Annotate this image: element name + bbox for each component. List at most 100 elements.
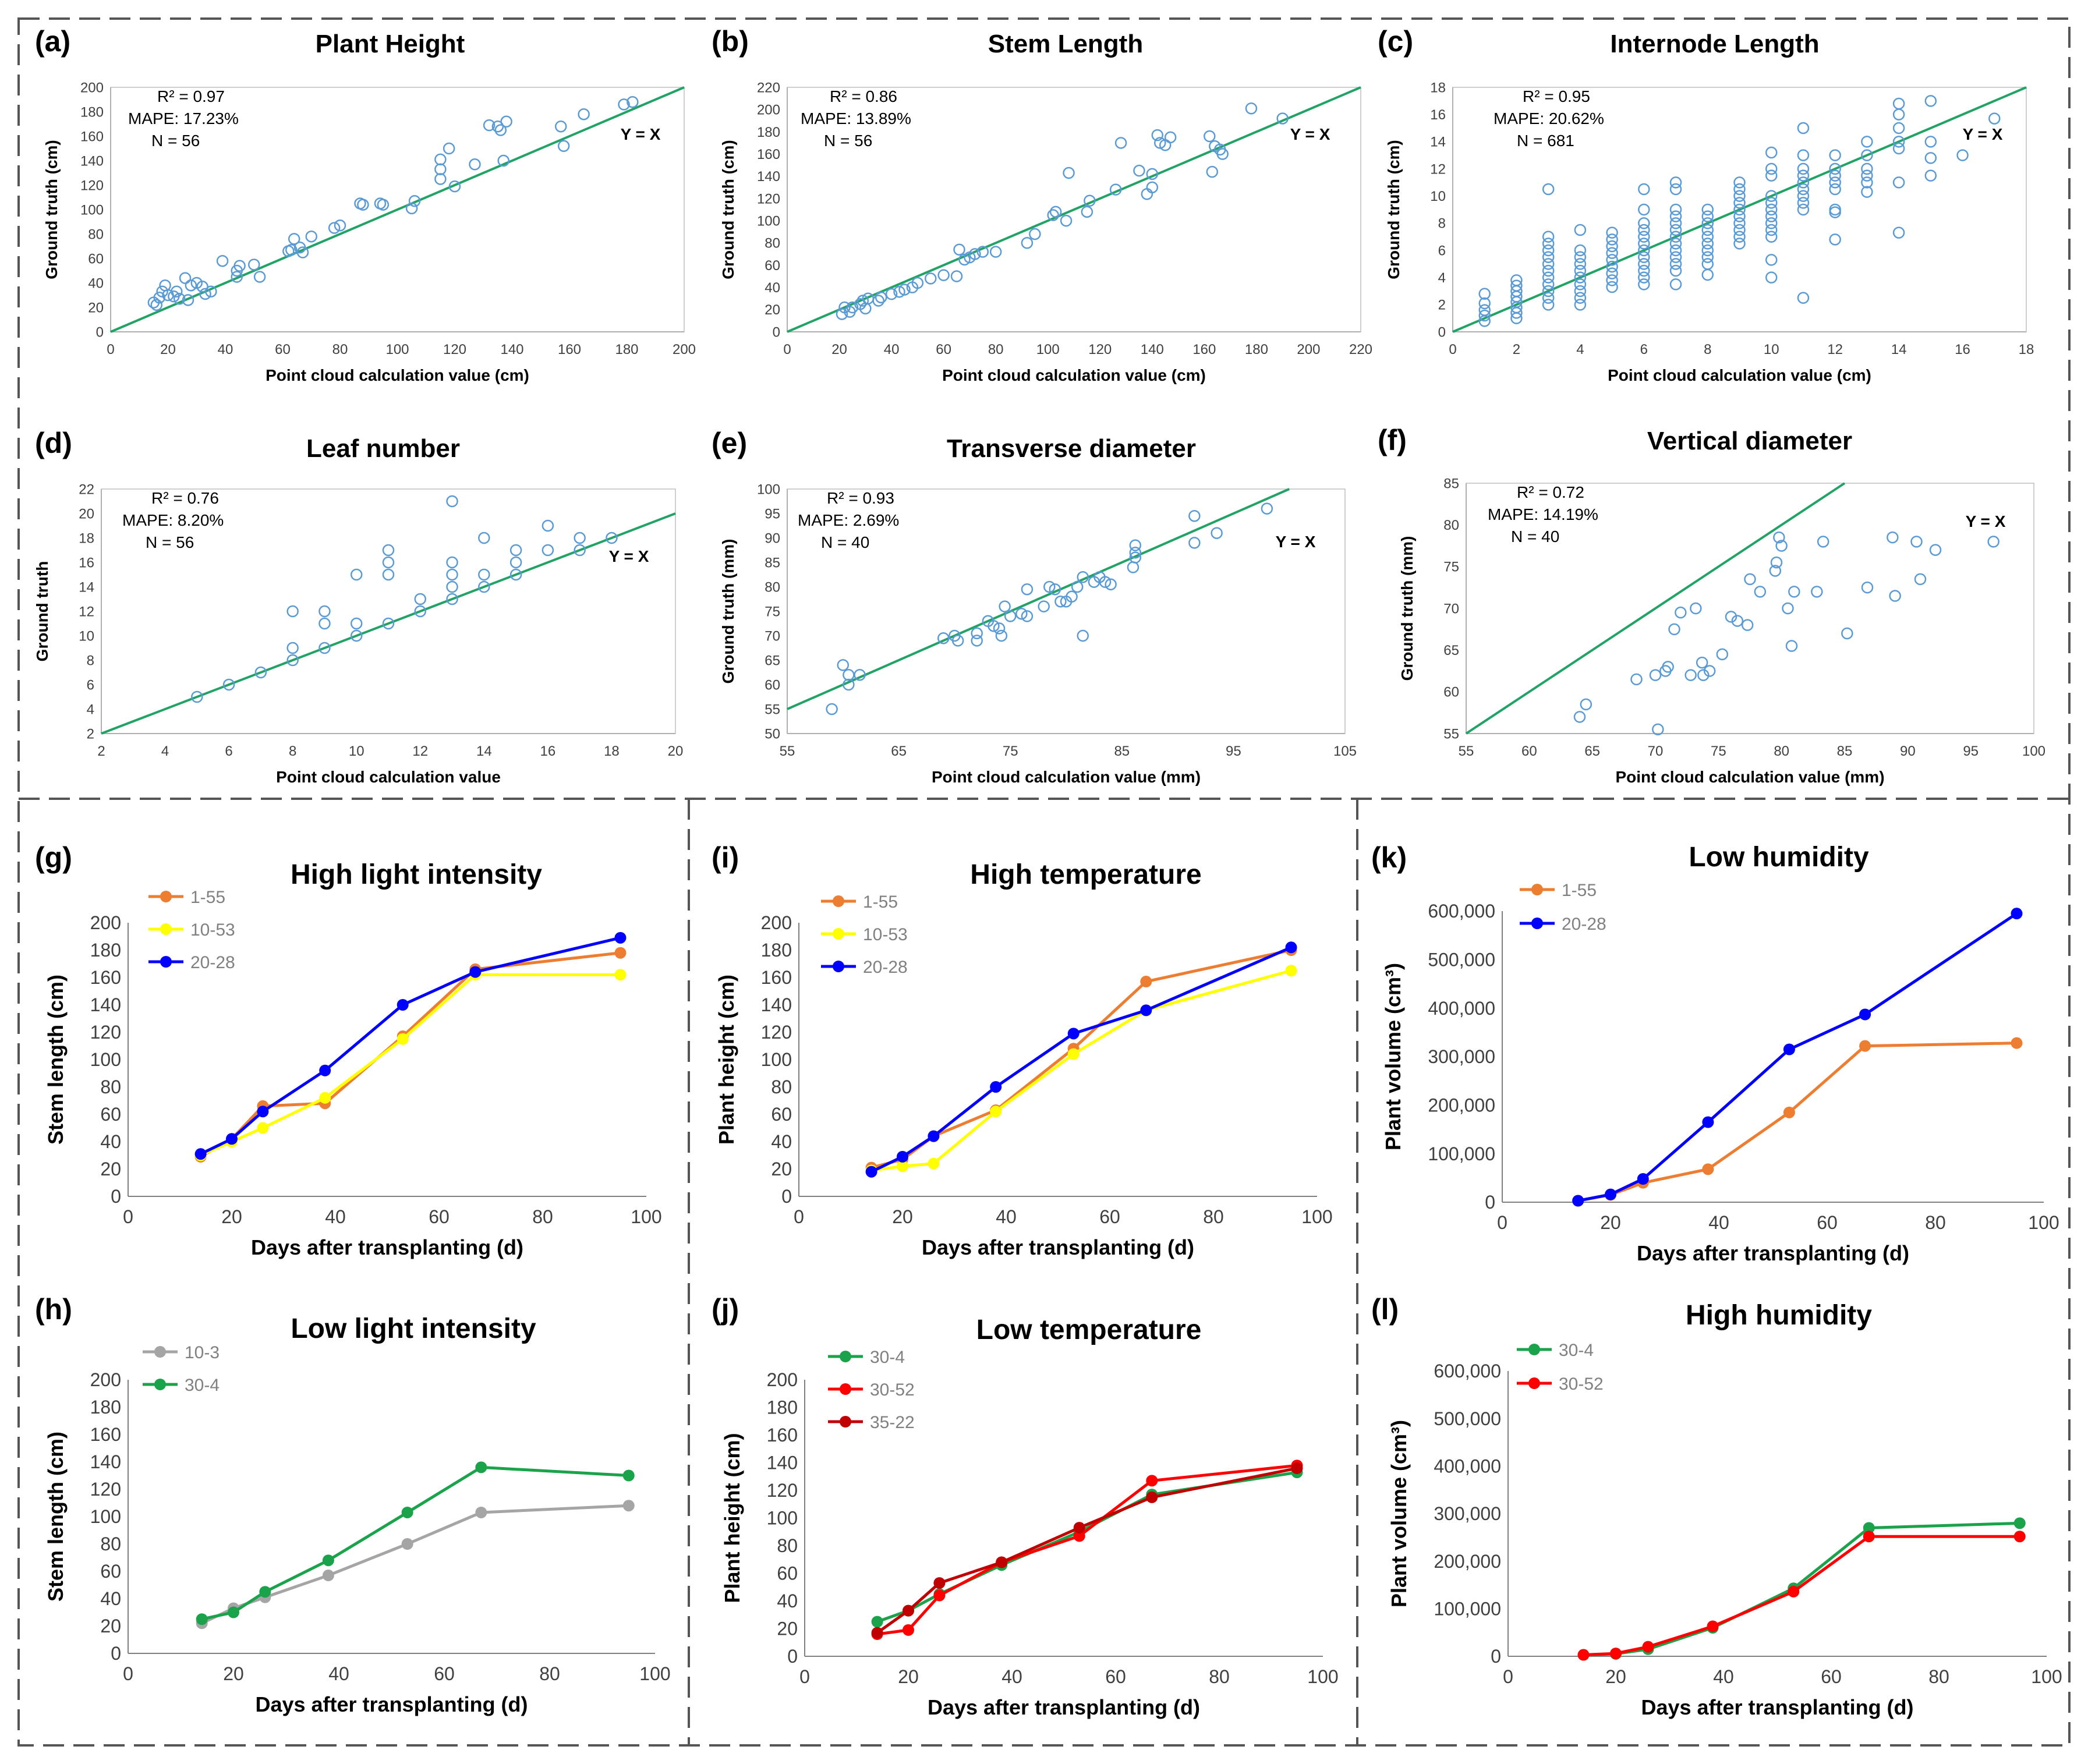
- scatter-point: [1606, 254, 1618, 266]
- data-point: [319, 1064, 331, 1076]
- chart-k: (k) Low humidity 0 20 40 60 80 100 0 100,000 200,0…: [1371, 841, 2059, 1265]
- y-tick-label: 200: [761, 912, 792, 933]
- y-tick-label: 120: [767, 1480, 798, 1501]
- scatter-point: [1797, 183, 1810, 196]
- x-tick-label: 20: [892, 1206, 913, 1227]
- scatter-point: [305, 230, 317, 243]
- scatter-point: [478, 532, 490, 544]
- y-tick-label: 100: [90, 1506, 121, 1527]
- scatter-point: [288, 233, 300, 245]
- y-tick-label: 60: [100, 1104, 121, 1125]
- x-tick-label: 70: [1648, 743, 1664, 759]
- scatter-point: [1574, 251, 1587, 263]
- chart-b: (b) Stem Length 0 20 40 60 80 100 120 140 160 180 20…: [712, 25, 1372, 384]
- scatter-point: [1638, 183, 1650, 196]
- scatter-point: [1127, 561, 1139, 573]
- scatter-point: [1725, 611, 1737, 623]
- scatter-point: [1675, 606, 1687, 619]
- y-tick-label: 2: [87, 726, 94, 742]
- y-tick-label: 100,000: [1428, 1143, 1495, 1164]
- scatter-point: [509, 556, 522, 569]
- scatter-point: [1606, 260, 1618, 273]
- x-tick-label: 16: [540, 743, 556, 759]
- y-tick-label: 180: [761, 940, 792, 961]
- scatter-point: [1188, 537, 1201, 549]
- scatter-point: [318, 605, 331, 618]
- y-tick-label: 0: [96, 324, 104, 340]
- scatter-point: [350, 617, 363, 630]
- x-tick-label: 60: [936, 342, 951, 357]
- x-tick-label: 100: [1307, 1666, 1338, 1687]
- scatter-point: [1478, 309, 1491, 322]
- scatter-point: [446, 593, 458, 605]
- scatter-point: [1733, 190, 1746, 202]
- scatter-point: [1775, 540, 1788, 552]
- scatter-point: [191, 690, 203, 703]
- scatter-point: [1733, 231, 1746, 243]
- y-tick-label: 200: [90, 912, 121, 933]
- y-tick-label: 4: [1438, 270, 1446, 286]
- y-tick-label: 140: [90, 994, 121, 1015]
- scatter-point: [1574, 264, 1587, 277]
- scatter-point: [951, 635, 964, 647]
- y-tick-label: 60: [1443, 685, 1459, 700]
- scatter-point: [382, 617, 395, 630]
- plot-area-border: [1466, 483, 2034, 734]
- scatter-point: [898, 284, 911, 296]
- chart-title: Stem Length: [988, 30, 1143, 58]
- scatter-point: [1684, 669, 1697, 681]
- y-tick-label: 0: [111, 1186, 121, 1207]
- scatter-point: [1733, 210, 1746, 222]
- scatter-point: [1204, 130, 1216, 143]
- scatter-point: [1701, 231, 1714, 243]
- data-point: [990, 1106, 1002, 1118]
- x-tick-label: 80: [1925, 1212, 1946, 1233]
- scatter-point: [1701, 244, 1714, 257]
- scatter-point: [1029, 228, 1041, 240]
- y-tick-label: 120: [90, 1022, 121, 1043]
- y-tick-label: 60: [88, 251, 104, 267]
- scatter-point: [836, 308, 848, 320]
- y-tick-label: 90: [765, 530, 780, 546]
- x-axis-label: Point cloud calculation value (cm): [1608, 366, 1871, 384]
- data-point: [2013, 1517, 2026, 1529]
- x-tick-label: 85: [1114, 743, 1130, 759]
- y-tick-label: 85: [765, 555, 780, 571]
- legend-marker: [1531, 918, 1543, 929]
- data-point: [622, 1469, 635, 1482]
- y-axis-label: Ground truth (mm): [719, 539, 737, 684]
- scatter-point: [1690, 602, 1702, 615]
- scatter-point: [1829, 176, 1841, 189]
- scatter-point: [1114, 137, 1127, 149]
- legend-marker: [840, 1351, 851, 1362]
- scatter-point: [182, 294, 194, 306]
- y-tick-label: 100: [767, 1508, 798, 1529]
- scatter-point: [554, 120, 567, 133]
- reference-line-label: Y = X: [1963, 125, 2003, 143]
- scatter-point: [1606, 233, 1618, 246]
- scatter-point: [627, 95, 639, 108]
- x-tick-label: 100: [2022, 743, 2045, 759]
- y-tick-label: 400,000: [1434, 1456, 1501, 1477]
- data-point: [897, 1160, 908, 1173]
- y-tick-label: 70: [1443, 601, 1459, 617]
- stats-line: R² = 0.86: [830, 87, 897, 105]
- y-tick-label: 75: [765, 604, 780, 619]
- data-point: [1067, 1048, 1080, 1060]
- reference-line-label: Y = X: [1966, 512, 2006, 530]
- scatter-point: [1797, 197, 1810, 209]
- stats-line: MAPE: 13.89%: [801, 109, 911, 127]
- chart-l: (l) High humidity 0 20 40 60 80 100 0 100,000 200,…: [1371, 1293, 2062, 1719]
- scatter-point: [1049, 206, 1062, 218]
- scatter-point: [1638, 203, 1650, 216]
- y-tick-label: 140: [761, 994, 792, 1015]
- x-axis-label: Point cloud calculation value: [276, 768, 501, 786]
- panel-label: (b): [712, 25, 749, 58]
- y-tick-label: 20: [88, 300, 104, 316]
- scatter-point: [1105, 578, 1117, 591]
- scatter-point: [1733, 176, 1746, 189]
- x-tick-label: 75: [1711, 743, 1726, 759]
- x-tick-label: 60: [434, 1663, 455, 1684]
- scatter-point: [233, 260, 246, 272]
- reference-line-label: Y = X: [1276, 533, 1316, 551]
